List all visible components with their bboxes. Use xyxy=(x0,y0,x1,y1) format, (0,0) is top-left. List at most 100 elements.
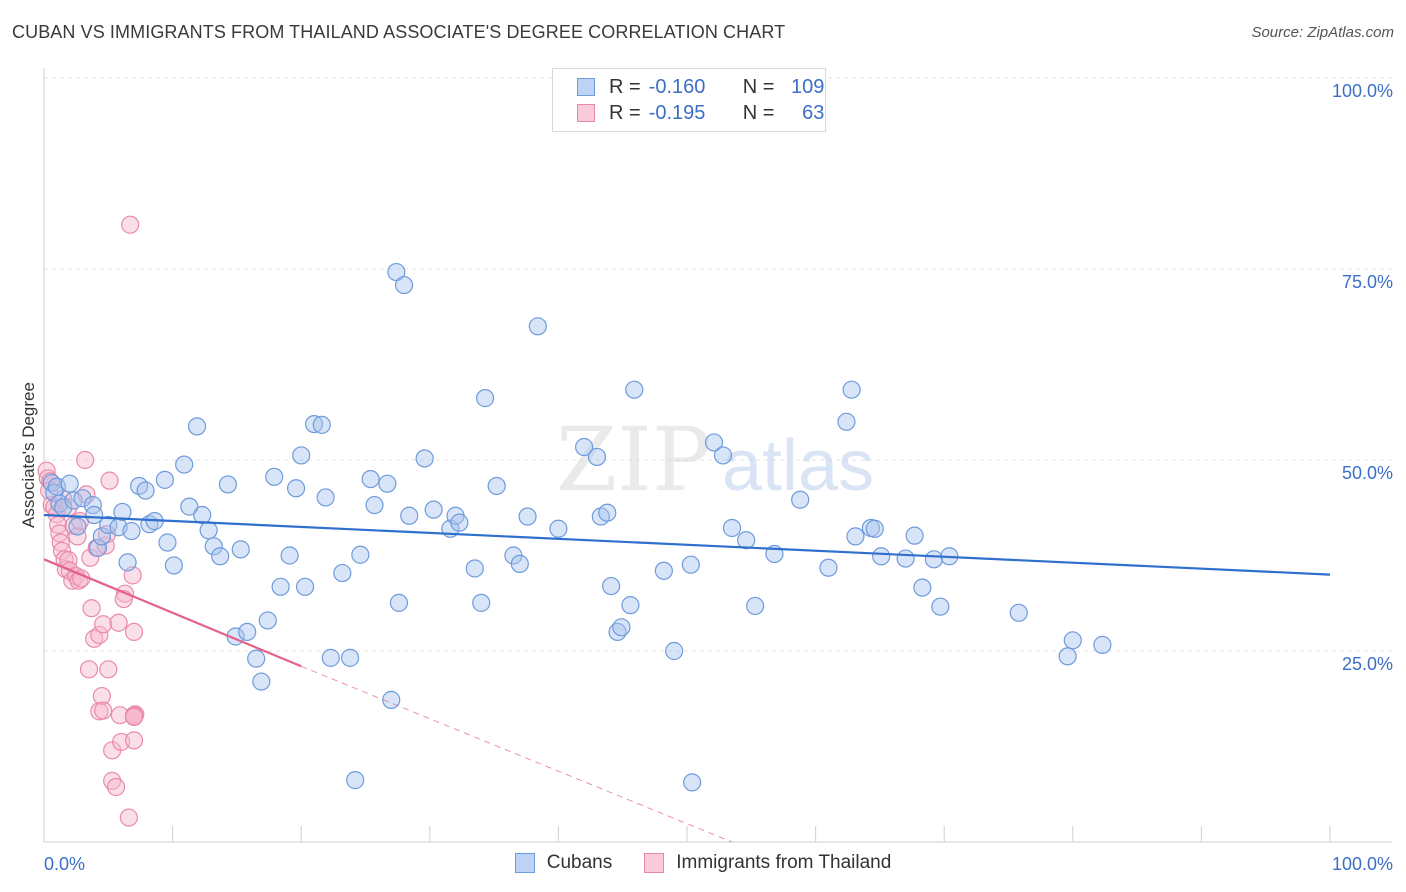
x-tick-label: 100.0% xyxy=(1332,854,1393,874)
cubans-point xyxy=(872,547,891,566)
cubans-point xyxy=(598,503,617,522)
watermark-atlas: atlas xyxy=(722,426,874,506)
cubans-point xyxy=(312,415,331,434)
axes xyxy=(43,68,1392,843)
cubans-point xyxy=(683,773,702,792)
cubans-point xyxy=(68,517,87,536)
chart-title: CUBAN VS IMMIGRANTS FROM THAILAND ASSOCI… xyxy=(12,22,786,42)
thailand-point xyxy=(79,660,99,679)
cubans-point xyxy=(113,502,132,522)
cubans-point xyxy=(415,449,434,468)
cubans-point xyxy=(1058,647,1077,666)
thailand-point xyxy=(110,706,129,725)
cubans-point xyxy=(665,641,684,661)
cubans-point xyxy=(1093,635,1112,654)
cubans-point xyxy=(286,479,306,498)
cubans-point xyxy=(252,672,271,691)
legend-n-value: 63 xyxy=(802,101,825,124)
legend-item-thailand: Immigrants from Thailand xyxy=(644,852,891,874)
cubans-point xyxy=(85,505,104,525)
cubans-point xyxy=(292,446,311,465)
cubans-point xyxy=(155,470,174,489)
thailand-point xyxy=(68,527,87,546)
thailand-point xyxy=(124,622,144,642)
cubans-point xyxy=(175,455,194,474)
cubans-point xyxy=(1063,631,1082,650)
cubans-point xyxy=(247,649,266,668)
legend-swatch-cubans xyxy=(514,853,535,873)
cubans-point xyxy=(238,622,257,642)
cubans-point xyxy=(400,506,419,525)
cubans-point xyxy=(791,490,810,509)
cubans-point xyxy=(450,513,469,532)
cubans-point xyxy=(271,577,290,596)
x-tick-label: 0.0% xyxy=(44,854,85,874)
legend-item-cubans: Cubans xyxy=(514,852,612,874)
tick-labels: 25.0% 50.0% 75.0% 100.0% 0.0% 100.0% xyxy=(44,81,1393,874)
cubans-point xyxy=(819,558,838,577)
cubans-point xyxy=(193,505,212,525)
cubans-point xyxy=(187,417,207,436)
cubans-point xyxy=(518,507,537,526)
thailand-point xyxy=(76,450,95,470)
cubans-point xyxy=(211,547,230,566)
y-tick-label: 50.0% xyxy=(1342,463,1393,483)
legend-row-thailand: R = -0.195 N = 63 xyxy=(577,100,824,126)
thailand-points xyxy=(37,215,145,827)
cubans-point xyxy=(549,519,568,538)
cubans-point xyxy=(316,488,335,507)
cubans-point xyxy=(528,317,547,336)
legend-swatch-blue xyxy=(577,78,595,96)
cubans-point xyxy=(654,561,673,580)
cubans-point xyxy=(931,597,950,616)
thailand-trend-extension xyxy=(301,665,733,843)
cubans-point xyxy=(158,533,177,552)
legend-label-thailand: Immigrants from Thailand xyxy=(676,852,892,873)
cubans-point xyxy=(340,648,360,667)
watermark: ZIP atlas xyxy=(556,408,874,511)
legend-r-value: -0.160 xyxy=(648,75,706,98)
cubans-point xyxy=(510,554,529,574)
cubans-point xyxy=(204,537,223,556)
correlation-legend: R = -0.160 N = 109 R = -0.195 N = 63 xyxy=(552,68,826,132)
thailand-point xyxy=(82,599,101,618)
cubans-point xyxy=(346,771,365,790)
thailand-point xyxy=(124,731,144,750)
cubans-point xyxy=(602,576,621,596)
cubans-point xyxy=(164,556,183,575)
cubans-point xyxy=(1009,603,1028,622)
cubans-point xyxy=(621,596,640,615)
cubans-point xyxy=(865,519,884,538)
cubans-point xyxy=(92,527,111,546)
legend-n-label: N = xyxy=(742,101,775,124)
cubans-point xyxy=(905,526,924,545)
thailand-point xyxy=(81,548,100,567)
legend-row-cubans: R = -0.160 N = 109 xyxy=(577,74,824,100)
trend-lines xyxy=(43,513,1331,843)
y-tick-label: 100.0% xyxy=(1332,81,1393,101)
thailand-point xyxy=(90,625,109,645)
cubans-point xyxy=(122,521,141,541)
cubans-point xyxy=(265,467,284,486)
cubans-point xyxy=(180,497,199,516)
thailand-point xyxy=(121,215,140,234)
legend-swatch-pink xyxy=(577,104,595,122)
cubans-point xyxy=(365,495,384,515)
cubans-points xyxy=(42,262,1112,792)
thailand-trend-line xyxy=(43,558,302,668)
cubans-point xyxy=(60,474,79,493)
legend-swatch-thailand xyxy=(644,853,665,873)
legend-r-label: R = xyxy=(609,75,641,98)
cubans-point xyxy=(487,476,506,496)
cubans-point xyxy=(321,648,340,667)
cubans-point xyxy=(118,553,137,572)
y-axis-label: Associate's Degree xyxy=(19,382,38,528)
thailand-point xyxy=(92,686,111,706)
y-tick-label: 75.0% xyxy=(1342,272,1393,292)
series-legend: Cubans Immigrants from Thailand xyxy=(0,852,1406,874)
cubans-point xyxy=(351,545,370,564)
cubans-point xyxy=(136,481,155,500)
watermark-zip: ZIP xyxy=(556,408,711,511)
cubans-point xyxy=(846,527,865,546)
thailand-point xyxy=(106,777,126,797)
